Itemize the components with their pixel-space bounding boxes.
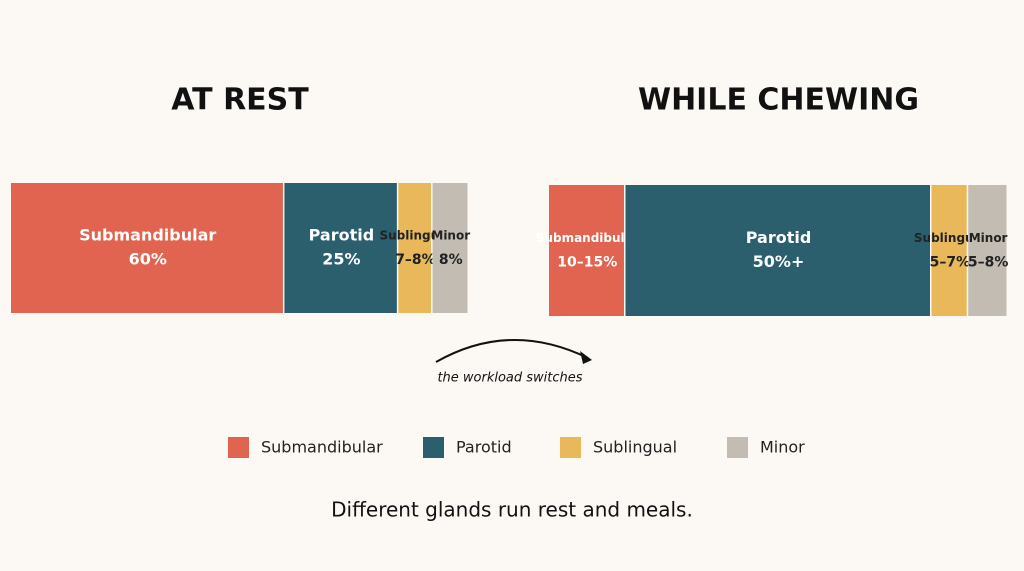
segment-name: Submandibular xyxy=(536,231,639,245)
legend-label: Parotid xyxy=(456,438,512,457)
arrow-head xyxy=(580,351,592,364)
segment-value: 25% xyxy=(322,250,360,269)
legend-label: Minor xyxy=(760,438,805,457)
segment-value: 10–15% xyxy=(557,255,617,271)
legend-swatch xyxy=(423,437,444,458)
bar-segment xyxy=(931,185,967,316)
legend-label: Submandibular xyxy=(261,438,383,457)
bar-segment xyxy=(549,185,624,316)
arrow xyxy=(435,338,589,363)
annotation: the workload switches xyxy=(437,371,582,386)
segment-name: Minor xyxy=(969,231,1008,245)
legend-label: Sublingual xyxy=(593,438,677,457)
segment-name: Minor xyxy=(431,229,470,243)
chart-title: AT REST xyxy=(171,83,309,118)
legend-swatch xyxy=(727,437,748,458)
chart-title: WHILE CHEWING xyxy=(638,83,919,118)
bar-segment xyxy=(625,185,930,316)
bar-segment xyxy=(432,183,468,313)
legend-swatch xyxy=(560,437,581,458)
bar-segment xyxy=(284,183,397,313)
segment-name: Parotid xyxy=(309,226,375,245)
segment-value: 5–7% xyxy=(930,255,971,271)
segment-value: 5–8% xyxy=(968,255,1009,271)
segment-name: Sublingual xyxy=(914,231,986,245)
segment-value: 50%+ xyxy=(753,252,805,271)
bar-segment xyxy=(398,183,432,313)
segment-name: Parotid xyxy=(746,228,812,247)
legend-swatch xyxy=(228,437,249,458)
segment-name: Submandibular xyxy=(79,226,216,245)
segment-value: 60% xyxy=(129,250,167,269)
bar-segment xyxy=(11,183,283,313)
segment-value: 8% xyxy=(439,252,463,268)
bar-segment xyxy=(968,185,1007,316)
segment-value: 7–8% xyxy=(395,252,436,268)
caption: Different glands run rest and meals. xyxy=(331,498,693,522)
